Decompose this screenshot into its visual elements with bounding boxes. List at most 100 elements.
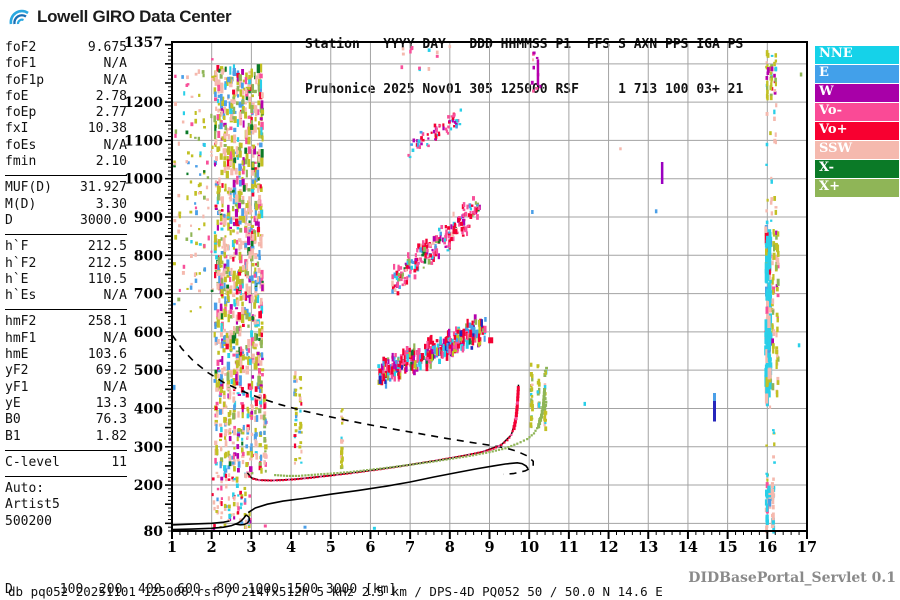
- noise-cluster-yellow-col-4mhz: [293, 371, 303, 465]
- trace-fit-line: [246, 384, 520, 482]
- param-row: hmF1 N/A: [5, 331, 127, 347]
- param-value: 3000.0: [80, 212, 127, 228]
- param-row: hmF2 258.1: [5, 314, 127, 330]
- svg-text:1100: 1100: [124, 133, 163, 149]
- legend-item-vo: Vo+: [815, 122, 899, 140]
- param-row: yF2 69.2: [5, 363, 127, 379]
- profile-e-cusp: [235, 514, 251, 526]
- param-label: foE: [5, 88, 29, 104]
- param-label: yF1: [5, 379, 29, 395]
- param-label: foEs: [5, 137, 37, 153]
- noise-cluster-main-noise-column: [213, 63, 265, 391]
- noise-cluster-left-sparse-noise: [173, 58, 215, 313]
- axis-ticks: [165, 43, 808, 539]
- x-mode-trace: [274, 388, 546, 477]
- footer-measurement-info: db pq052 20251101 125000.rsf / 214fx512h…: [8, 584, 663, 599]
- param-label: yF2: [5, 363, 29, 379]
- param-value: 9.675: [87, 40, 127, 55]
- param-value: 3.30: [95, 196, 127, 212]
- param-row: hmE 103.6: [5, 347, 127, 363]
- noise-cluster-top-specks-10mhz: [530, 51, 542, 93]
- param-label: foEp: [5, 105, 37, 121]
- param-row: C-level 11: [5, 455, 127, 471]
- param-row: foE 2.78: [5, 89, 127, 105]
- param-label: fxI: [5, 121, 29, 137]
- svg-text:8: 8: [445, 539, 455, 556]
- svg-text:6: 6: [365, 539, 375, 556]
- svg-text:17: 17: [797, 539, 817, 556]
- param-value: 2.10: [95, 154, 127, 170]
- svg-text:14: 14: [678, 539, 698, 556]
- noise-cluster-top-edge-specks: [400, 46, 439, 72]
- svg-text:1200: 1200: [124, 95, 163, 111]
- station-header-values: Pruhonice 2025 Nov01 305 125000 RSF 1 71…: [305, 82, 744, 97]
- profile-e-lower: [171, 514, 247, 531]
- muf-distance-table: D 100 200 400 600 800 1000 1500 3000 [km…: [5, 554, 404, 600]
- svg-text:1357: 1357: [124, 35, 163, 51]
- param-label: h`Es: [5, 288, 37, 304]
- station-header-columns: Station YYYY DAY DDD HHMMSS P1 FFS S AXN…: [305, 37, 744, 52]
- param-divider: [5, 175, 127, 177]
- giro-wave-icon: [9, 9, 29, 25]
- noise-cluster-oblique-high: [407, 108, 463, 159]
- param-label: MUF(D): [5, 180, 52, 196]
- param-row: fxI 10.38: [5, 121, 127, 137]
- station-header: Station YYYY DAY DDD HHMMSS P1 FFS S AXN…: [305, 7, 743, 127]
- y-axis-labels: 1357 1200 1100 1000 900 800 700 600 500 400 300 200…: [124, 35, 163, 540]
- noise-cluster-rfi-16mhz-dense: [764, 225, 773, 407]
- param-row: h`Es N/A: [5, 288, 127, 304]
- param-value: 212.5: [87, 239, 127, 255]
- param-value: 258.1: [87, 314, 127, 330]
- param-row: D 3000.0: [5, 213, 127, 229]
- legend-item-x: X-: [815, 160, 899, 178]
- param-value: 103.6: [87, 347, 127, 363]
- svg-text:700: 700: [134, 287, 163, 303]
- noise-cluster-rfi-16mhz-top: [765, 50, 778, 101]
- param-label: M(D): [5, 196, 37, 212]
- param-label: foF2: [5, 40, 37, 55]
- param-label: hmF1: [5, 330, 37, 346]
- svg-text:80: 80: [144, 524, 164, 540]
- echo-direction-legend: NNE E W Vo- Vo+ SSW X- X+: [815, 46, 899, 198]
- param-row: foF2 9.675: [5, 40, 127, 56]
- noise-cluster-rfi-16mhz-bottom: [764, 482, 776, 534]
- svg-text:3: 3: [246, 539, 256, 556]
- svg-text:11: 11: [559, 539, 579, 556]
- param-label: hmF2: [5, 314, 37, 330]
- param-value: 76.3: [95, 412, 127, 428]
- svg-text:1: 1: [167, 539, 177, 556]
- svg-text:13: 13: [638, 539, 658, 556]
- param-row: h`F2 212.5: [5, 256, 127, 272]
- svg-text:200: 200: [134, 478, 163, 494]
- param-row: M(D) 3.30: [5, 197, 127, 213]
- param-value: N/A: [103, 137, 127, 153]
- autoscaling-info-line: Auto:: [5, 481, 45, 497]
- distance-row: D 100 200 400 600 800 1000 1500 3000 [km…: [5, 582, 397, 597]
- logo-text: Lowell GIRO Data Center: [37, 7, 232, 26]
- param-value: N/A: [103, 330, 127, 346]
- parameter-panel: foF2 9.675 foF1 N/A foF1p N/A foE 2.78 foEp 2.77 f…: [5, 40, 127, 530]
- param-value: 110.5: [87, 271, 127, 287]
- giro-logo: Lowell GIRO Data Center: [8, 5, 232, 29]
- noise-cluster-rfi-16mhz-olive: [771, 229, 780, 398]
- param-value: 13.3: [95, 395, 127, 411]
- param-row: fmin 2.10: [5, 154, 127, 170]
- param-label: D: [5, 212, 13, 228]
- param-label: foF1p: [5, 72, 45, 88]
- legend-item-ssw: SSW: [815, 141, 899, 159]
- param-value: 2.77: [95, 105, 127, 121]
- param-label: C-level: [5, 454, 60, 470]
- noise-cluster-yellow-col-5mhz: [339, 408, 345, 470]
- param-value: N/A: [103, 288, 127, 304]
- svg-text:800: 800: [134, 248, 163, 264]
- svg-text:16: 16: [757, 539, 777, 556]
- param-divider: [5, 449, 127, 451]
- profile-f-layer: [247, 461, 529, 514]
- param-divider: [5, 234, 127, 236]
- param-label: h`F: [5, 239, 29, 255]
- param-row: h`E 110.5: [5, 272, 127, 288]
- legend-item-e: E: [815, 65, 899, 83]
- svg-text:900: 900: [134, 210, 163, 226]
- svg-text:1000: 1000: [124, 172, 163, 188]
